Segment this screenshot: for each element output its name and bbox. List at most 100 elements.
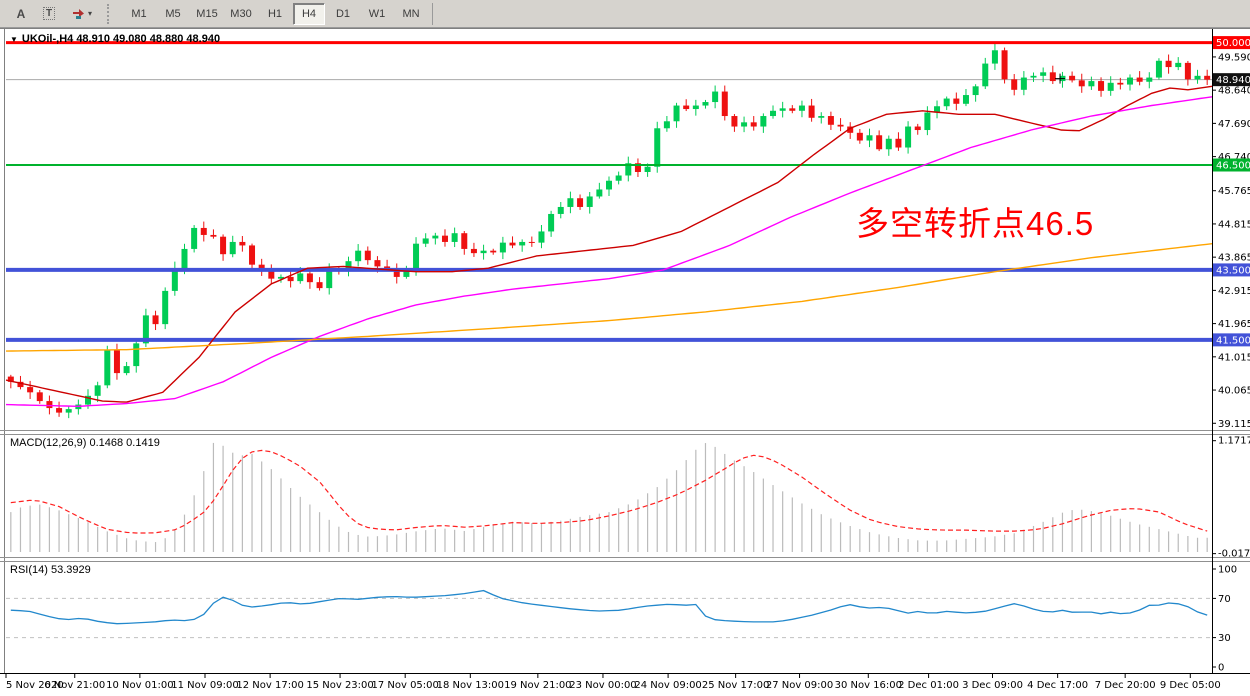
candle	[528, 241, 535, 243]
price-axis-label: 44.815	[1218, 219, 1250, 230]
candle	[123, 366, 130, 374]
ma-slow-line	[5, 243, 1213, 352]
tab-timeframe-h1[interactable]: H1	[267, 7, 283, 20]
candle	[644, 166, 651, 172]
price-axis-label: 41.015	[1218, 352, 1250, 363]
candle	[673, 105, 680, 122]
candle	[403, 269, 410, 277]
ma-fast-line	[5, 85, 1213, 403]
candle	[432, 235, 439, 239]
candle	[200, 227, 207, 235]
rsi-axis-label: 30	[1218, 633, 1231, 644]
candle	[856, 132, 863, 141]
candle	[1030, 75, 1037, 78]
time-axis-label: 5 Nov 2020	[6, 680, 64, 691]
candle	[548, 213, 555, 232]
macd-signal-line	[10, 449, 1208, 534]
candle	[962, 95, 969, 104]
tab-timeframe-h4[interactable]: H4	[293, 2, 325, 25]
price-axis-label: 39.115	[1218, 419, 1250, 430]
candle	[567, 198, 574, 207]
time-axis-label: 17 Nov 05:00	[371, 680, 438, 691]
candle	[277, 276, 284, 279]
candle	[7, 376, 14, 382]
candle	[499, 242, 506, 253]
rsi-line	[10, 589, 1208, 625]
time-axis-label: 6 Nov 21:00	[44, 680, 105, 691]
chart-dropdown-icon[interactable]: ▼	[10, 34, 18, 44]
arrows-tool-button[interactable]: ▾	[64, 1, 100, 26]
candle	[991, 50, 998, 64]
candle	[1107, 82, 1114, 91]
candle	[297, 273, 304, 282]
candle	[827, 116, 834, 125]
candle	[1040, 72, 1047, 76]
candle	[162, 290, 169, 325]
candle	[731, 116, 738, 127]
candle	[808, 105, 815, 118]
price-level-badge	[1213, 36, 1250, 50]
time-axis-label: 4 Dec 17:00	[1027, 680, 1088, 691]
candle	[1165, 60, 1172, 68]
candle	[364, 250, 371, 261]
candle	[1126, 77, 1133, 85]
candle	[1155, 60, 1162, 78]
tab-timeframe-m15[interactable]: M15	[196, 7, 218, 20]
candle	[384, 266, 391, 269]
candle	[210, 234, 217, 237]
macd-indicator-label: MACD(12,26,9) 0.1468 0.1419	[10, 437, 160, 449]
toolbar-grip[interactable]	[107, 3, 116, 24]
time-axis-label: 18 Nov 13:00	[437, 680, 504, 691]
candle	[577, 198, 584, 207]
price-level-badge-text: 50.000	[1216, 38, 1250, 49]
rsi-panel[interactable]	[6, 589, 1212, 639]
candlesticks-layer	[7, 43, 1211, 419]
candle	[1136, 77, 1143, 82]
chart-text-annotation[interactable]: 多空转折点46.5	[856, 205, 1095, 242]
chart-title-text: UKOil-,H4 48.910 49.080 48.880 48.940	[21, 33, 221, 45]
candle	[625, 163, 632, 176]
price-chart-panel[interactable]	[5, 41, 1213, 419]
candle	[326, 269, 333, 289]
candle	[818, 116, 825, 118]
candle	[470, 248, 477, 254]
candle	[789, 108, 796, 111]
price-axis-label: 48.640	[1218, 86, 1250, 97]
candle	[268, 270, 275, 279]
price-level-badge-text: 48.940	[1216, 75, 1250, 86]
price-level-badge-text: 46.500	[1216, 160, 1250, 171]
time-axis-label: 10 Nov 01:00	[106, 680, 173, 691]
candle	[953, 98, 960, 104]
candle	[490, 250, 497, 253]
text-label-tool-button[interactable]: A	[8, 1, 34, 26]
candle	[905, 126, 912, 148]
price-axis[interactable]: 49.590 48.640 47.690 46.740 45.765 44.815 43.8…	[1212, 29, 1250, 674]
tab-timeframe-m1[interactable]: M1	[131, 7, 147, 20]
time-axis-label: 30 Nov 16:00	[835, 680, 902, 691]
candle	[1146, 77, 1153, 82]
candle	[1078, 80, 1085, 87]
macd-panel[interactable]	[10, 442, 1208, 552]
candle	[229, 241, 236, 255]
chevron-down-icon: ▾	[87, 9, 92, 18]
candle	[866, 135, 873, 141]
tab-timeframe-m5[interactable]: M5	[165, 7, 181, 20]
rsi-axis-label: 0	[1218, 663, 1224, 674]
tab-timeframe-mn[interactable]: MN	[402, 7, 420, 20]
tab-timeframe-m30[interactable]: M30	[230, 7, 252, 20]
tab-timeframe-d1[interactable]: D1	[335, 7, 351, 20]
toolbar-separator	[432, 2, 433, 25]
price-level-badge-text: 43.500	[1216, 265, 1250, 276]
time-axis-label: 25 Nov 17:00	[702, 680, 769, 691]
tab-timeframe-w1[interactable]: W1	[368, 7, 386, 20]
candle	[606, 180, 612, 190]
time-axis-label: 19 Nov 21:00	[504, 680, 571, 691]
price-axis-label: 46.740	[1218, 152, 1250, 163]
rsi-axis-label: 100	[1218, 565, 1237, 576]
candle	[355, 250, 362, 262]
candle	[538, 231, 545, 243]
text-tool-button[interactable]: T	[36, 1, 62, 26]
macd-axis-max: 1.1717	[1218, 436, 1250, 447]
